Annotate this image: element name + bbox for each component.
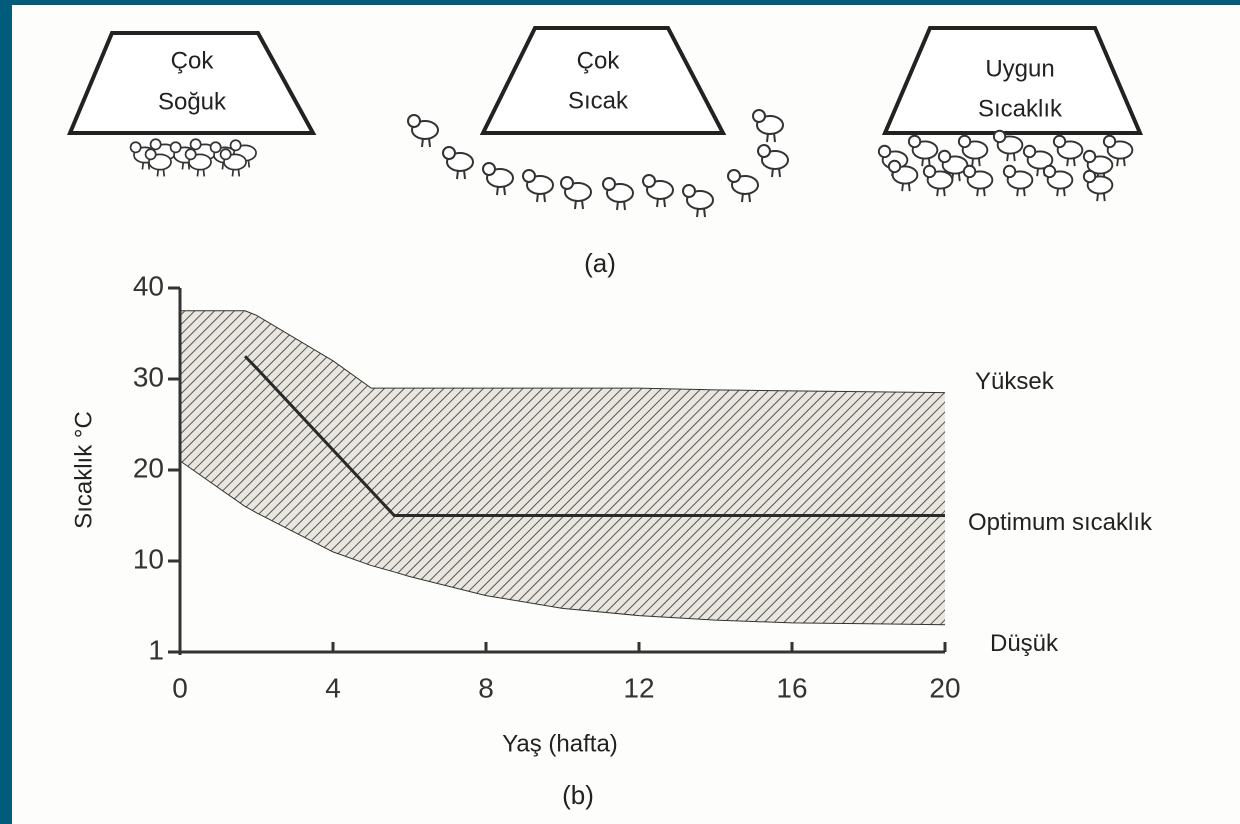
y-tick-label: 40 bbox=[133, 270, 164, 301]
chick-head bbox=[131, 142, 141, 152]
chick-head bbox=[1084, 151, 1095, 162]
chick-head bbox=[483, 163, 495, 175]
lamp-label: Soğuk bbox=[158, 88, 227, 115]
chick-head bbox=[753, 110, 765, 122]
chick-head bbox=[603, 178, 615, 190]
chick-head bbox=[186, 149, 196, 159]
chick-head bbox=[1004, 166, 1015, 177]
series-label: Düşük bbox=[990, 630, 1059, 657]
series-label: Optimum sıcaklık bbox=[968, 509, 1153, 536]
lamp-label: Çok bbox=[577, 47, 621, 74]
chick-head bbox=[1044, 166, 1055, 177]
series-label: Yüksek bbox=[975, 368, 1055, 395]
y-tick-label: 20 bbox=[133, 452, 164, 483]
chick-head bbox=[683, 185, 695, 197]
chick-head bbox=[211, 142, 221, 152]
chick-head bbox=[909, 136, 920, 147]
y-axis-label: Sıcaklık °C bbox=[70, 411, 97, 529]
chick-head bbox=[171, 142, 181, 152]
chick-head bbox=[959, 136, 970, 147]
frame-left bbox=[0, 0, 12, 824]
chick-head bbox=[1054, 136, 1065, 147]
figure: Çok Soğuk Çok Sıcak Uygun Sıcaklık (a) Y… bbox=[0, 0, 1240, 824]
chick-head bbox=[643, 175, 655, 187]
chick-head bbox=[924, 166, 935, 177]
chick-head bbox=[879, 146, 890, 157]
x-tick-label: 20 bbox=[929, 672, 960, 703]
x-tick-label: 0 bbox=[172, 672, 188, 703]
y-tick-label: 10 bbox=[133, 543, 164, 574]
caption: (b) bbox=[562, 780, 594, 810]
frame-top bbox=[0, 0, 1240, 5]
page: Çok Soğuk Çok Sıcak Uygun Sıcaklık (a) Y… bbox=[0, 0, 1240, 824]
chick-head bbox=[758, 145, 770, 157]
chick-head bbox=[191, 139, 201, 149]
chick-head bbox=[889, 161, 900, 172]
x-axis-label: Yaş (hafta) bbox=[502, 730, 618, 757]
x-tick-label: 8 bbox=[478, 672, 494, 703]
chick-head bbox=[1084, 171, 1095, 182]
x-tick-label: 16 bbox=[776, 672, 807, 703]
x-tick-label: 4 bbox=[325, 672, 341, 703]
chick-head bbox=[1024, 146, 1035, 157]
chick-head bbox=[994, 131, 1005, 142]
chick-head bbox=[964, 166, 975, 177]
chick-head bbox=[939, 151, 950, 162]
lamp-label: Çok bbox=[171, 47, 215, 74]
lamp-label: Sıcak bbox=[568, 87, 629, 114]
y-tick-label: 30 bbox=[133, 361, 164, 392]
chick-head bbox=[728, 170, 740, 182]
chick-head bbox=[523, 170, 535, 182]
x-tick-label: 12 bbox=[623, 672, 654, 703]
chick-head bbox=[146, 149, 156, 159]
y-tick-label: 1 bbox=[148, 634, 164, 665]
chick-head bbox=[221, 149, 231, 159]
chick-head bbox=[1104, 136, 1115, 147]
chick-head bbox=[151, 139, 161, 149]
chick-head bbox=[231, 140, 241, 150]
lamp-label: Uygun bbox=[985, 55, 1054, 82]
lamp-label: Sıcaklık bbox=[978, 95, 1063, 122]
caption: (a) bbox=[584, 248, 616, 278]
chick-head bbox=[561, 177, 573, 189]
chick-head bbox=[408, 115, 420, 127]
chick-head bbox=[443, 147, 455, 159]
